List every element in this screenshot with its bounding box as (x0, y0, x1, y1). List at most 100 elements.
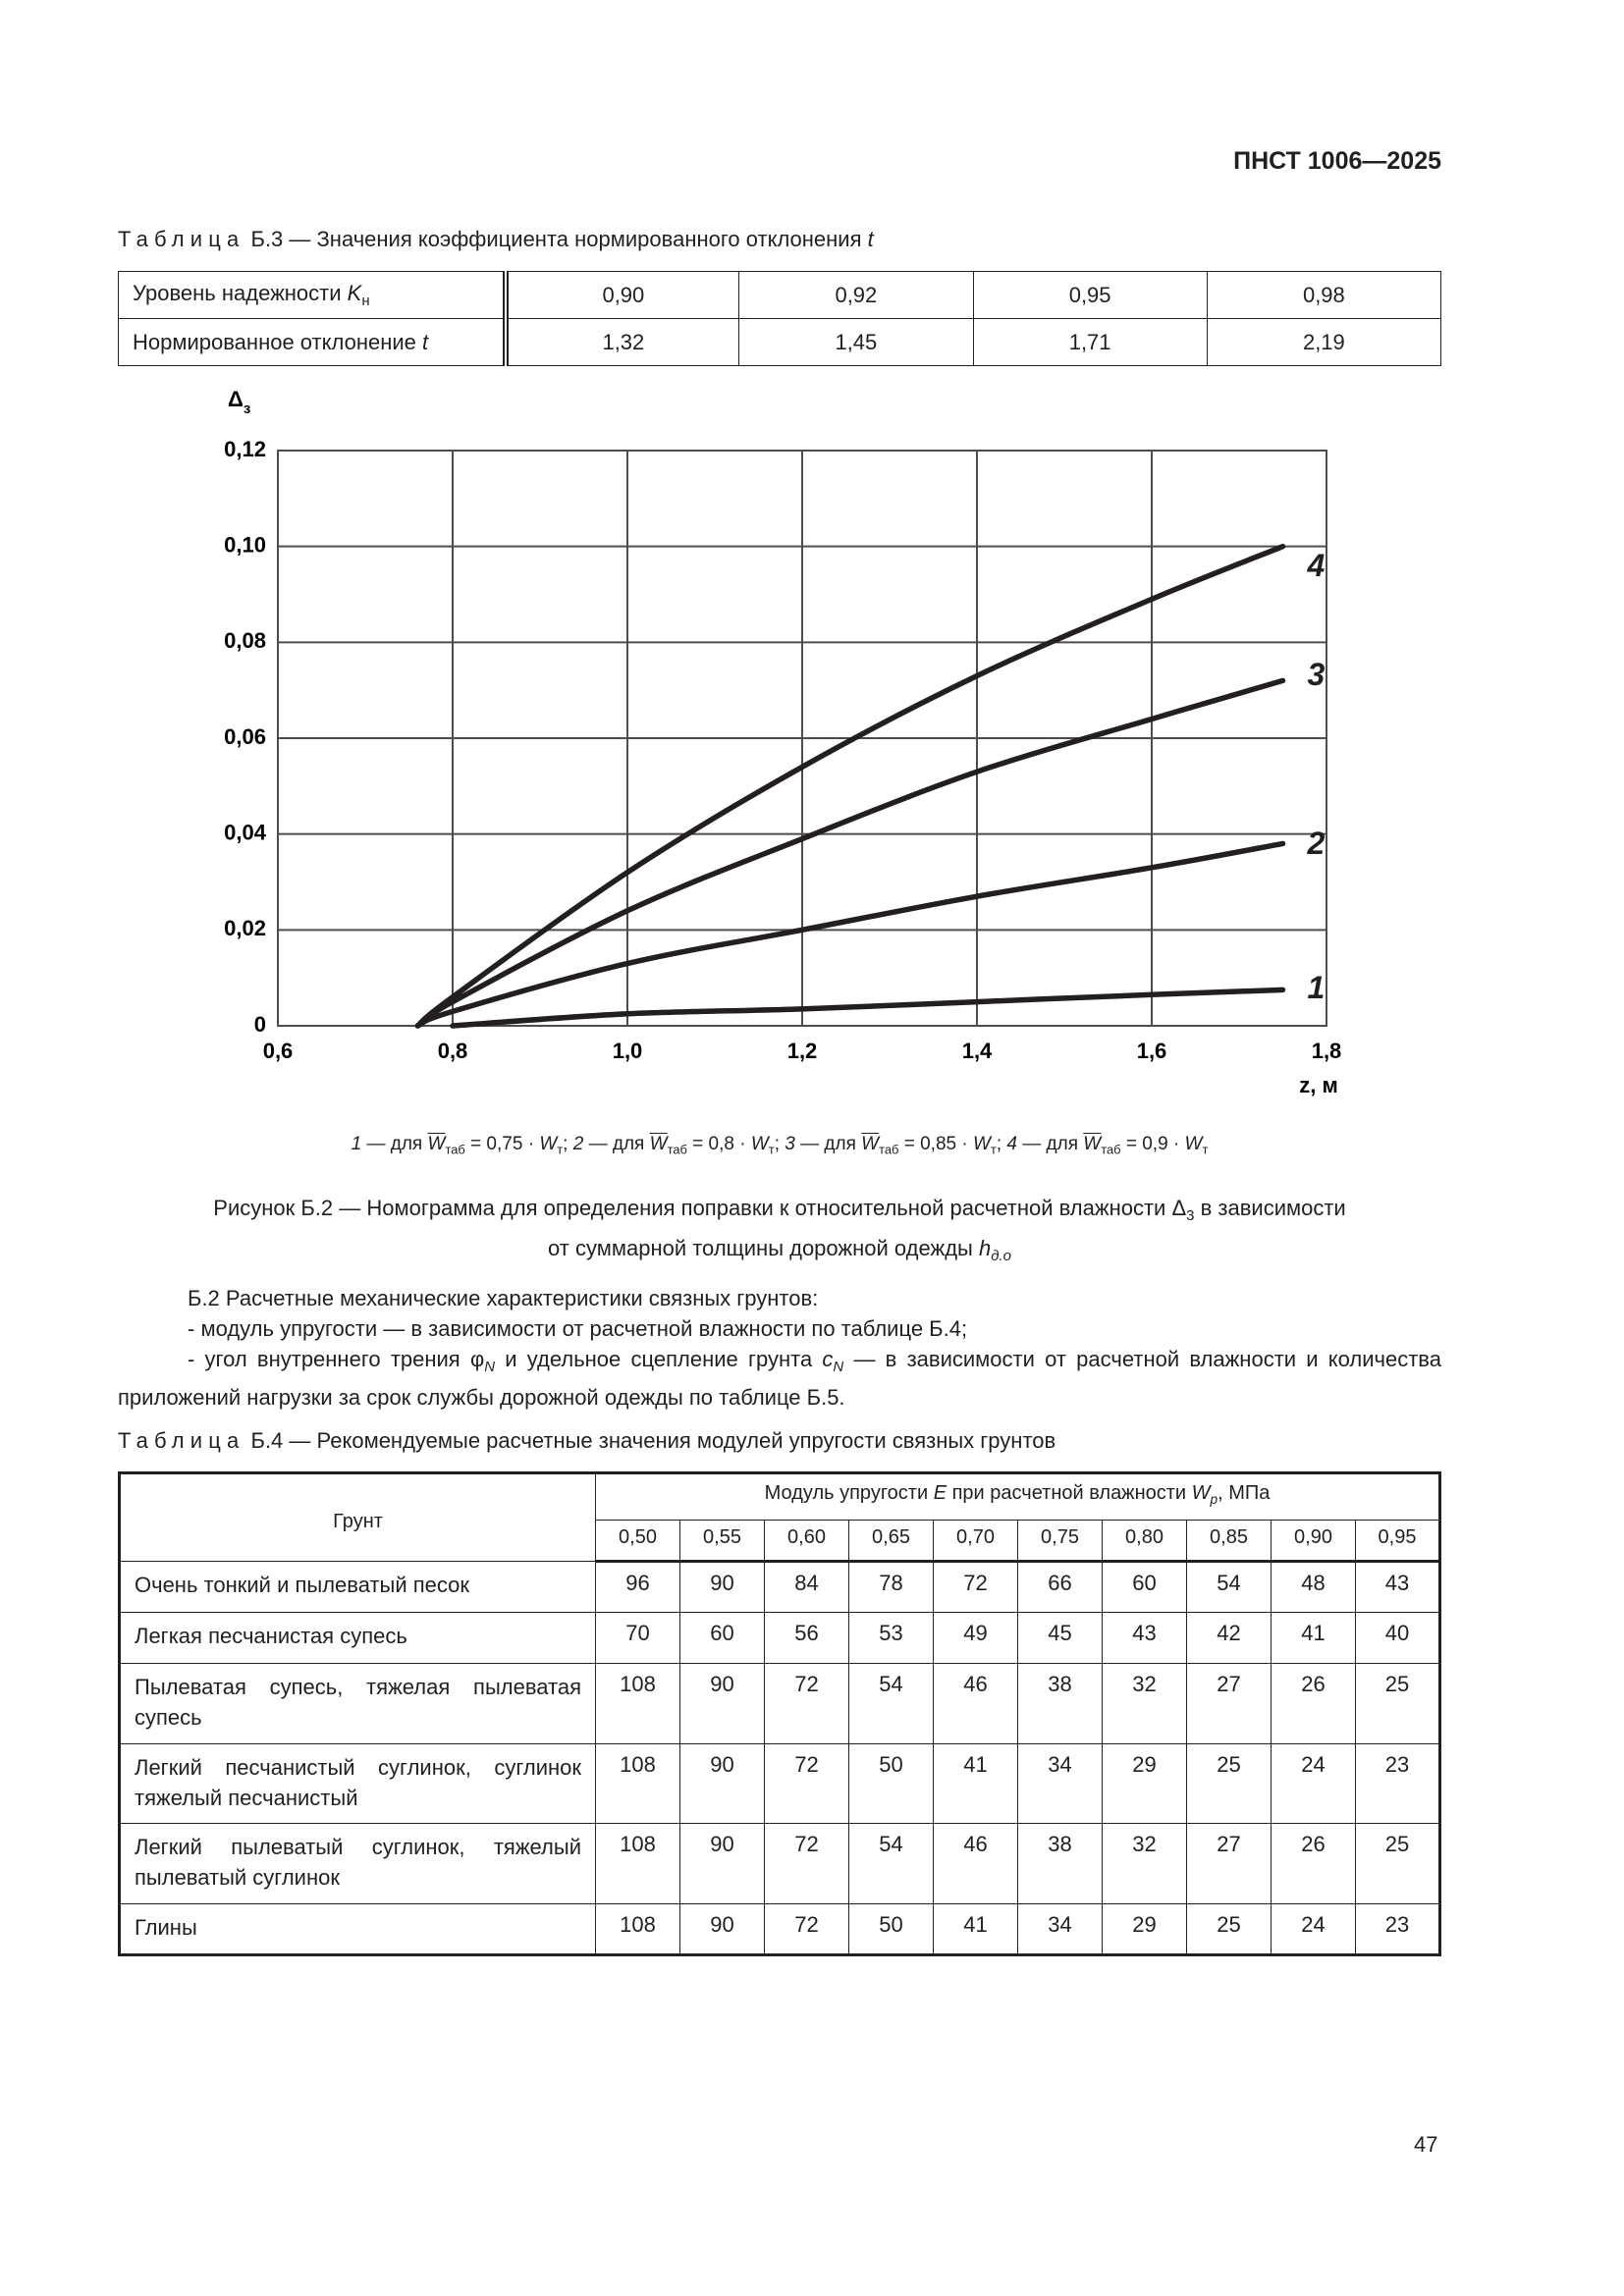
text-part: н (361, 293, 370, 310)
text-part: таб (445, 1142, 465, 1157)
table-cell: 24 (1271, 1903, 1356, 1955)
text-part: 1 (351, 1134, 362, 1154)
curve (414, 543, 1286, 1029)
table-cell: 25 (1355, 1823, 1440, 1904)
table-cell: 84 (764, 1561, 849, 1613)
paragraph-line: - модуль упругости — в зависимости от ра… (188, 1316, 968, 1341)
text-part: — для (361, 1134, 428, 1154)
curve (414, 840, 1286, 1029)
text-part: 4 (1006, 1134, 1017, 1154)
y-tick-label: 0,10 (224, 532, 266, 557)
table-cell: 90 (679, 1823, 765, 1904)
page-number: 47 (1414, 2132, 1438, 2157)
text-part: N (833, 1359, 844, 1376)
table-cell: 41 (933, 1903, 1018, 1955)
y-tick-label: 0,06 (224, 724, 266, 749)
table-cell: 38 (1017, 1823, 1103, 1904)
text-part: и удельное сцепление грунта (495, 1347, 823, 1371)
curve-label: 2 (1307, 826, 1326, 861)
table-cell: 1,45 (738, 318, 974, 366)
table-row: Глины 108 90 72 50 41 34 29 25 24 23 (119, 1903, 1440, 1955)
table-cell: 49 (933, 1612, 1018, 1664)
header-row: 0,50 0,55 0,60 0,65 0,70 0,75 0,80 0,85 0,90 0,95 (120, 1520, 1440, 1563)
header-cell: 0,55 (679, 1520, 765, 1563)
table-cell: 23 (1355, 1743, 1440, 1824)
table-cell: 23 (1355, 1903, 1440, 1955)
text-part: W (649, 1134, 668, 1154)
table-cell: 50 (848, 1743, 934, 1824)
y-tick-label: 0,08 (224, 628, 266, 653)
curve (450, 987, 1286, 1029)
table-cell: 26 (1271, 1663, 1356, 1744)
x-axis-label: z, м (1299, 1073, 1338, 1097)
table-cell: 108 (595, 1903, 680, 1955)
text-part: Уровень надежности (133, 280, 348, 305)
table-cell: 27 (1186, 1663, 1272, 1744)
table-cell: 29 (1102, 1743, 1187, 1824)
text-part: W (972, 1134, 991, 1154)
table-cell: 0,92 (738, 271, 974, 319)
table-cell: 2,19 (1206, 318, 1442, 366)
text-part: Нормированное отклонение (133, 329, 422, 354)
text-part: Таблица (118, 227, 245, 251)
table-cell: 32 (1102, 1663, 1187, 1744)
header-cell: Грунт (119, 1472, 596, 1562)
table-cell: 43 (1355, 1561, 1440, 1613)
table-cell: 72 (764, 1663, 849, 1744)
table-cell: 43 (1102, 1612, 1187, 1664)
text-part: Таблица (118, 1428, 245, 1453)
table-cell: 90 (679, 1903, 765, 1955)
table-cell: 72 (764, 1743, 849, 1824)
curve-label: 1 (1308, 970, 1326, 1005)
x-tick-label: 1,8 (1312, 1039, 1342, 1063)
table-row: Легкий песчанистый суглинок, суглинок тя… (119, 1743, 1440, 1824)
x-tick-label: 0,8 (438, 1039, 468, 1063)
soil-name: Очень тонкий и пылеватый песок (119, 1561, 596, 1613)
text-part: Рисунок Б.2 — Номограмма для определения… (213, 1196, 1172, 1220)
table-cell: 42 (1186, 1612, 1272, 1664)
text-part: — для (1016, 1134, 1084, 1154)
text-part: φ (469, 1347, 485, 1371)
table-cell: 26 (1271, 1823, 1356, 1904)
table-cell: 0,90 (504, 271, 740, 319)
table-cell: 96 (595, 1561, 680, 1613)
table-caption: Таблица Б.3 — Значения коэффициента норм… (118, 227, 874, 252)
text-part: таб (879, 1142, 899, 1157)
header-cell: 0,70 (933, 1520, 1018, 1563)
text-part: Модуль упругости (764, 1482, 934, 1504)
table-caption: Таблица Б.4 — Рекомендуемые расчетные зн… (118, 1428, 1056, 1454)
table-cell: 108 (595, 1743, 680, 1824)
header-cell: 0,85 (1186, 1520, 1272, 1563)
soil-name: Легкая песчанистая супесь (119, 1612, 596, 1664)
text-part: W (427, 1134, 446, 1154)
table-cell: 54 (848, 1663, 934, 1744)
text-part: p (1210, 1491, 1218, 1507)
table-cell: 78 (848, 1561, 934, 1613)
header-cell: 0,60 (764, 1520, 849, 1563)
table-b4: Грунт Модуль упругости E при расчетной вл… (118, 1471, 1441, 1956)
text-part: W (750, 1134, 769, 1154)
x-tick-label: 1,6 (1137, 1039, 1167, 1063)
text-part: = 0,75 · (464, 1134, 540, 1154)
text-part: , МПа (1218, 1482, 1271, 1504)
x-tick-label: 1,2 (787, 1039, 818, 1063)
paragraph-line: Б.2 Расчетные механические характеристик… (188, 1286, 819, 1310)
text-part: т (1202, 1142, 1209, 1157)
table-cell: 72 (764, 1903, 849, 1955)
y-axis-label: Δз (228, 387, 250, 417)
table-cell: 54 (1186, 1561, 1272, 1613)
table-cell: 90 (679, 1561, 765, 1613)
text-part: ; (774, 1134, 785, 1154)
table-cell: 29 (1102, 1903, 1187, 1955)
table-cell: 25 (1186, 1743, 1272, 1824)
table-cell: 90 (679, 1663, 765, 1744)
table-cell: 25 (1355, 1663, 1440, 1744)
text-part: Δ (1171, 1196, 1187, 1220)
table-cell: 46 (933, 1823, 1018, 1904)
text-part: 3 (785, 1134, 795, 1154)
text-part: 3 (1186, 1207, 1195, 1225)
table-cell: 54 (848, 1823, 934, 1904)
table-cell: 34 (1017, 1743, 1103, 1824)
text-part: W (1191, 1482, 1211, 1504)
table-cell: 0,95 (972, 271, 1208, 319)
